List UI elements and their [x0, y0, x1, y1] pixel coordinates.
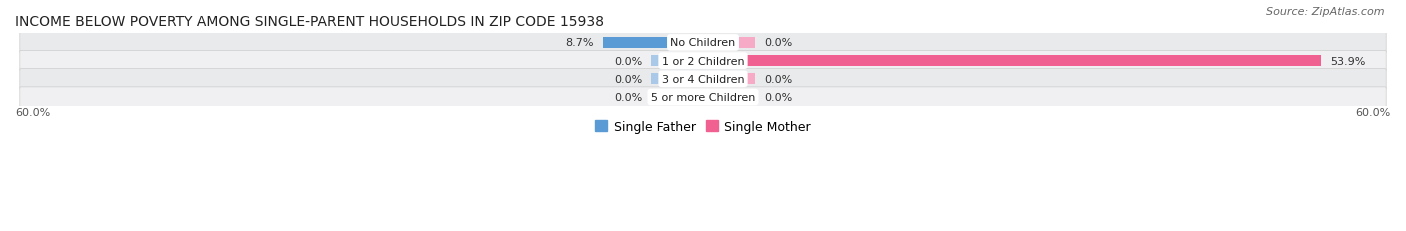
Text: 1 or 2 Children: 1 or 2 Children: [662, 56, 744, 66]
FancyBboxPatch shape: [20, 69, 1386, 90]
Bar: [651, 92, 703, 103]
Legend: Single Father, Single Mother: Single Father, Single Mother: [591, 115, 815, 138]
Text: Source: ZipAtlas.com: Source: ZipAtlas.com: [1267, 7, 1385, 17]
Text: 0.0%: 0.0%: [614, 75, 643, 85]
FancyBboxPatch shape: [20, 51, 1386, 72]
Bar: [703, 38, 755, 49]
Text: 3 or 4 Children: 3 or 4 Children: [662, 75, 744, 85]
Text: 0.0%: 0.0%: [614, 56, 643, 66]
Text: No Children: No Children: [671, 38, 735, 48]
Text: 0.0%: 0.0%: [763, 93, 792, 103]
Text: 53.9%: 53.9%: [1330, 56, 1365, 66]
Bar: [703, 74, 755, 85]
FancyBboxPatch shape: [20, 33, 1386, 53]
FancyBboxPatch shape: [20, 88, 1386, 108]
Text: 0.0%: 0.0%: [614, 93, 643, 103]
Bar: [703, 92, 755, 103]
Text: 0.0%: 0.0%: [763, 38, 792, 48]
Text: 0.0%: 0.0%: [763, 75, 792, 85]
Bar: [703, 56, 1322, 67]
Text: 5 or more Children: 5 or more Children: [651, 93, 755, 103]
Bar: [651, 56, 703, 67]
Text: 60.0%: 60.0%: [1355, 108, 1391, 118]
Bar: [603, 38, 703, 49]
Text: 8.7%: 8.7%: [565, 38, 595, 48]
Text: INCOME BELOW POVERTY AMONG SINGLE-PARENT HOUSEHOLDS IN ZIP CODE 15938: INCOME BELOW POVERTY AMONG SINGLE-PARENT…: [15, 15, 605, 29]
Bar: [651, 74, 703, 85]
Text: 60.0%: 60.0%: [15, 108, 51, 118]
